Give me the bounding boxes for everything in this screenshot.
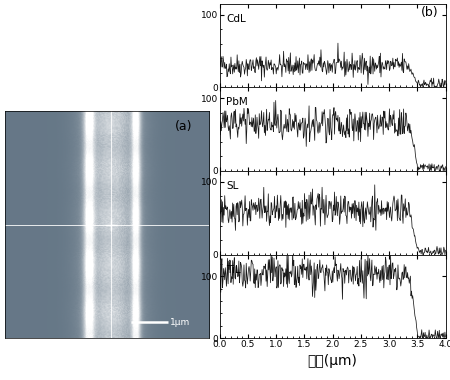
Text: SL: SL bbox=[226, 181, 239, 191]
Text: (b): (b) bbox=[421, 6, 439, 19]
Text: 1μm: 1μm bbox=[170, 318, 190, 327]
Text: (a): (a) bbox=[175, 120, 193, 133]
Text: PbM: PbM bbox=[226, 97, 248, 108]
X-axis label: 膜厚(μm): 膜厚(μm) bbox=[308, 354, 357, 368]
Text: TiL: TiL bbox=[226, 264, 241, 275]
Text: CdL: CdL bbox=[226, 14, 246, 24]
